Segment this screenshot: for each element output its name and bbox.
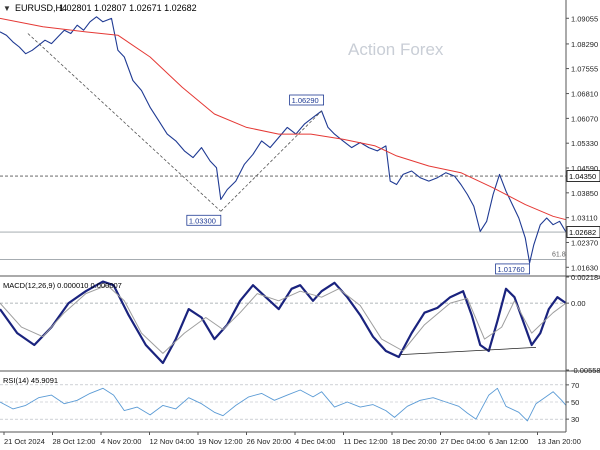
header-symbol: EURUSD,H4 bbox=[15, 3, 67, 13]
time-tick-label: 13 Jan 20:00 bbox=[538, 437, 581, 446]
rsi-tick-label: 50 bbox=[571, 398, 579, 407]
macd-line bbox=[0, 280, 567, 365]
time-tick-label: 18 Dec 20:00 bbox=[392, 437, 437, 446]
price-annotation-box bbox=[495, 263, 530, 275]
time-tick-label: 27 Dec 04:00 bbox=[441, 437, 486, 446]
header-arrow: ▼ bbox=[3, 4, 11, 13]
time-tick-label: 4 Dec 04:00 bbox=[295, 437, 335, 446]
price-annotation-box bbox=[289, 94, 324, 106]
level-price-box bbox=[566, 226, 600, 238]
rsi-title: RSI(14) 45.9091 bbox=[3, 376, 58, 385]
macd-tick-label: 0.00 bbox=[571, 299, 586, 308]
macd-tick-label: -0.005584 bbox=[571, 366, 600, 375]
price-line bbox=[0, 16, 567, 264]
price-annotation-label: 1.01760 bbox=[498, 265, 525, 274]
price-tick-label: 1.01630 bbox=[571, 263, 598, 272]
price-tick-label: 1.09055 bbox=[571, 14, 598, 23]
price-annotation-label: 1.03300 bbox=[189, 216, 216, 225]
price-annotation-label: 1.06290 bbox=[292, 96, 319, 105]
price-tick-label: 1.08290 bbox=[571, 40, 598, 49]
time-tick-label: 21 Oct 2024 bbox=[4, 437, 45, 446]
time-tick-label: 28 Oct 12:00 bbox=[53, 437, 96, 446]
macd-panel: MACD(12,26,9) 0.000010 0.000007 bbox=[0, 280, 567, 365]
moving-average-line bbox=[0, 17, 567, 221]
price-tick-label: 1.05330 bbox=[571, 139, 598, 148]
header-ohlc: 1.02801 1.02807 1.02671 1.02682 bbox=[59, 3, 197, 13]
rsi-tick-label: 70 bbox=[571, 381, 579, 390]
price-tick-label: 1.04590 bbox=[571, 164, 598, 173]
price-tick-label: 1.06810 bbox=[571, 90, 598, 99]
macd-tick-label: 0.002184 bbox=[571, 273, 600, 282]
time-tick-label: 26 Nov 20:00 bbox=[247, 437, 292, 446]
time-tick-label: 19 Nov 12:00 bbox=[198, 437, 243, 446]
level-price-label: 1.04350 bbox=[569, 172, 596, 181]
time-tick-label: 11 Dec 12:00 bbox=[344, 437, 388, 446]
price-tick-label: 1.03110 bbox=[571, 214, 598, 223]
level-price-label: 1.02682 bbox=[569, 228, 596, 237]
trendline bbox=[27, 33, 222, 212]
price-tick-label: 1.03850 bbox=[571, 189, 598, 198]
fib-level-label: 61.8 bbox=[552, 252, 566, 259]
rsi-panel: RSI(14) 45.9091 bbox=[0, 376, 567, 422]
macd-trendline bbox=[400, 347, 537, 355]
rsi-line bbox=[0, 387, 567, 422]
trendline bbox=[220, 110, 322, 212]
level-price-box bbox=[566, 170, 600, 182]
macd-signal-line bbox=[0, 284, 567, 354]
rsi-tick-label: 30 bbox=[571, 415, 579, 424]
price-tick-label: 1.06070 bbox=[571, 114, 598, 123]
price-panel: 61.8 1.06290 1.03300 1.01760 bbox=[0, 16, 567, 275]
macd-title: MACD(12,26,9) 0.000010 0.000007 bbox=[3, 281, 122, 290]
price-annotation-box bbox=[186, 214, 222, 226]
time-tick-label: 6 Jan 12:00 bbox=[489, 437, 528, 446]
chart-header: ▼ EURUSD,H4 1.02801 1.02807 1.02671 1.02… bbox=[3, 3, 197, 13]
price-tick-label: 1.07555 bbox=[571, 65, 598, 74]
watermark: Action Forex bbox=[348, 40, 444, 59]
time-tick-label: 12 Nov 04:00 bbox=[150, 437, 195, 446]
time-tick-label: 4 Nov 20:00 bbox=[101, 437, 141, 446]
price-tick-label: 1.02370 bbox=[571, 238, 598, 247]
